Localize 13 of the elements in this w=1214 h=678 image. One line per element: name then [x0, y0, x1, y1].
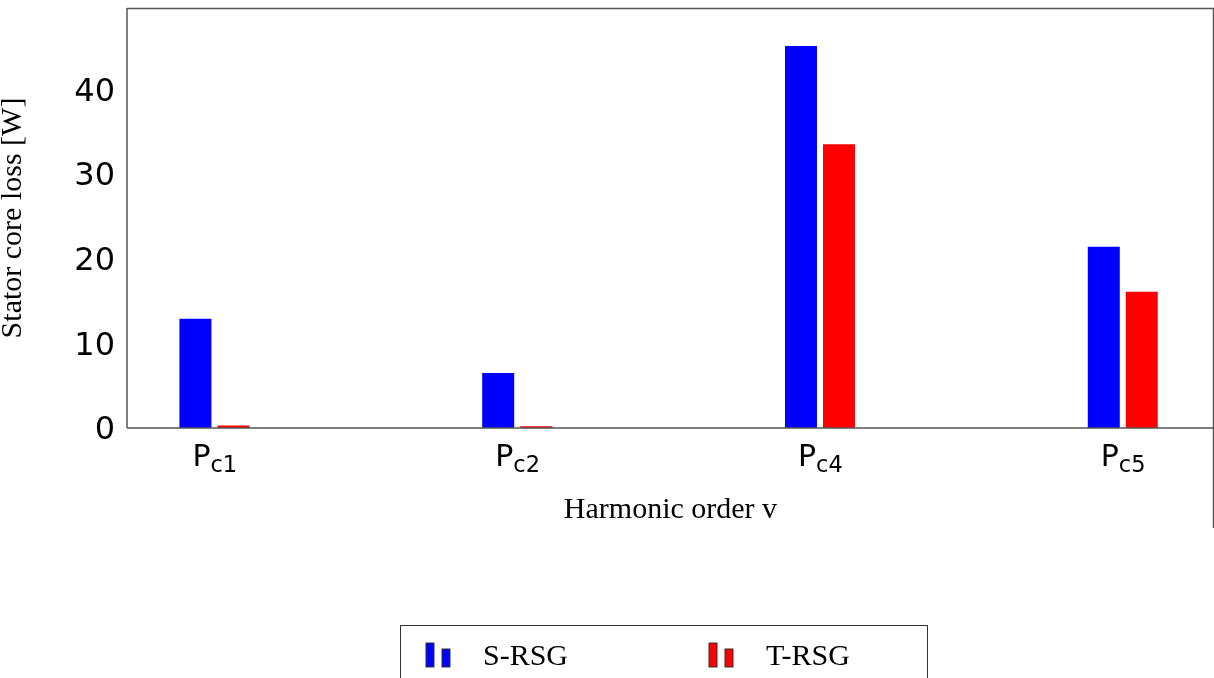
legend-label: T-RSG	[766, 638, 850, 672]
x-axis-title: Harmonic order v	[563, 491, 778, 524]
y-tick-label: 10	[74, 324, 115, 363]
y-tick-label: 40	[74, 70, 115, 109]
y-tick-label: 20	[74, 240, 115, 279]
y-axis-title: Stator core loss [W]	[0, 97, 27, 339]
y-tick-label: 0	[94, 409, 115, 448]
x-tick-label: P$_{c2}$	[495, 438, 540, 477]
x-tick-label: P$_{c4}$	[797, 438, 843, 477]
x-tick-label: P$_{c1}$	[192, 438, 238, 477]
y-tick-label: 30	[74, 155, 115, 194]
legend-label: S-RSG	[483, 638, 569, 672]
x-tick-label: P$_{c5}$	[1100, 438, 1146, 477]
